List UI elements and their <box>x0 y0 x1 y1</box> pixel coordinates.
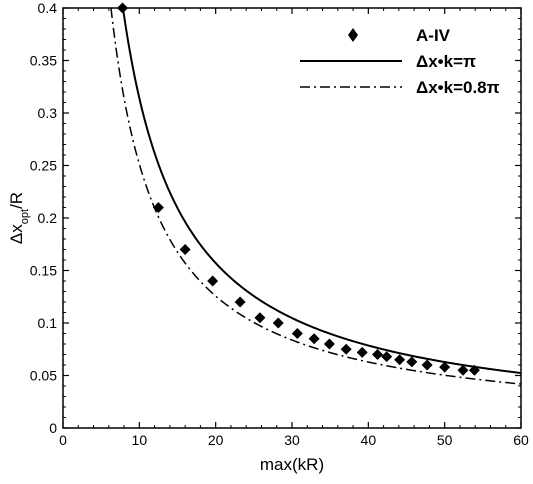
y-tick-label-0.15: 0.15 <box>30 263 57 279</box>
curves-layer <box>110 7 522 385</box>
legend-marker-a-iv <box>348 28 358 42</box>
y-axis-label-suffix: /R <box>7 192 26 209</box>
y-axis-label-main: Δx <box>7 224 26 244</box>
series-curve-1 <box>121 7 522 375</box>
legend: A-IV Δx•k=π Δx•k=0.8π <box>300 26 500 97</box>
legend-label-a-iv: A-IV <box>416 26 451 45</box>
y-axis-label: Δxopt/R <box>7 192 31 244</box>
data-point <box>207 275 219 287</box>
data-point <box>394 354 406 366</box>
data-point <box>254 312 266 324</box>
markers-layer <box>117 2 480 376</box>
x-tick-label-40: 40 <box>361 432 377 448</box>
y-tick-label-0: 0 <box>49 420 57 436</box>
data-point <box>421 359 433 371</box>
data-point <box>179 244 191 255</box>
y-tick-label-0.05: 0.05 <box>30 368 57 384</box>
data-point <box>381 351 393 363</box>
data-point <box>291 328 303 339</box>
data-point <box>371 349 383 360</box>
data-point <box>468 364 480 376</box>
data-point <box>340 343 352 355</box>
y-axis-label-sub: opt <box>19 209 31 224</box>
x-tick-label-30: 30 <box>284 432 300 448</box>
y-tick-label-0.3: 0.3 <box>38 105 58 121</box>
y-tick-label-0.4: 0.4 <box>38 0 58 16</box>
data-point <box>323 338 335 350</box>
x-tick-label-0: 0 <box>59 432 67 448</box>
data-point <box>152 202 164 213</box>
series-curve-2 <box>110 7 522 385</box>
x-tick-label-50: 50 <box>437 432 453 448</box>
x-tick-label-10: 10 <box>132 432 148 448</box>
y-tick-label-0.35: 0.35 <box>30 53 57 69</box>
x-tick-label-60: 60 <box>513 432 529 448</box>
data-point <box>272 317 284 329</box>
x-axis-label: max(kR) <box>260 455 324 474</box>
data-point <box>117 2 129 14</box>
data-point <box>457 364 469 376</box>
y-tick-label-0.1: 0.1 <box>38 315 58 331</box>
y-tick-label-0.2: 0.2 <box>38 210 58 226</box>
x-tick-label-20: 20 <box>208 432 224 448</box>
data-point <box>234 296 246 308</box>
legend-label-solid: Δx•k=π <box>416 52 476 71</box>
legend-label-dashdot: Δx•k=0.8π <box>416 78 500 97</box>
data-point <box>406 356 418 368</box>
ticks-layer: 0 10 20 30 40 50 60 0 0.05 0.1 0.15 0.2 0.25 0.3 0.35 0… <box>30 0 529 448</box>
data-point <box>356 346 368 358</box>
data-point <box>439 361 451 373</box>
data-point <box>308 333 320 345</box>
plot-frame <box>62 7 522 429</box>
y-tick-label-0.25: 0.25 <box>30 158 57 174</box>
